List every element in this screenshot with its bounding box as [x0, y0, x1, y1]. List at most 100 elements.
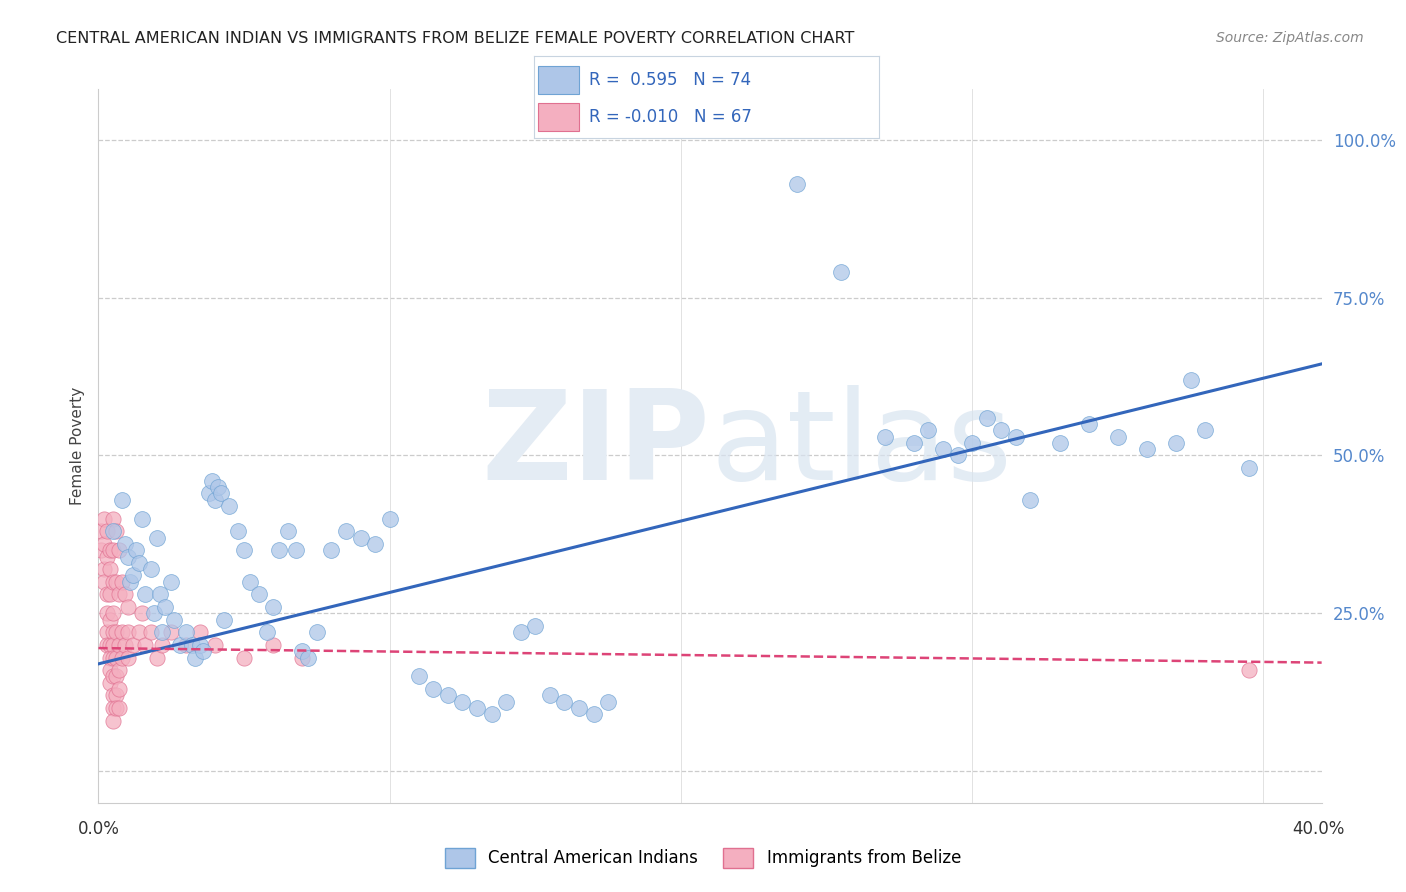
Point: [239, 574, 262, 589]
Point: [233, 650, 256, 665]
Point: [495, 695, 517, 709]
Point: [96, 625, 118, 640]
Point: [218, 499, 240, 513]
Point: [946, 449, 969, 463]
Point: [180, 638, 202, 652]
Point: [128, 556, 150, 570]
Point: [101, 607, 124, 621]
Point: [101, 524, 124, 539]
Point: [96, 607, 118, 621]
Text: atlas: atlas: [710, 385, 1012, 507]
Point: [212, 613, 235, 627]
Point: [437, 689, 460, 703]
Point: [1164, 435, 1187, 450]
Text: R = -0.010   N = 67: R = -0.010 N = 67: [589, 108, 752, 126]
Point: [101, 650, 124, 665]
Point: [93, 562, 115, 576]
Point: [285, 543, 308, 558]
Point: [976, 410, 998, 425]
Point: [145, 531, 167, 545]
Point: [96, 587, 118, 601]
Point: [1237, 663, 1260, 677]
Point: [193, 644, 215, 658]
Point: [96, 549, 118, 564]
Point: [1077, 417, 1099, 431]
Point: [422, 682, 444, 697]
Point: [101, 625, 124, 640]
Point: [93, 537, 115, 551]
Point: [582, 707, 605, 722]
Point: [101, 638, 124, 652]
Point: [108, 638, 131, 652]
Point: [98, 587, 121, 601]
Text: CENTRAL AMERICAN INDIAN VS IMMIGRANTS FROM BELIZE FEMALE POVERTY CORRELATION CHA: CENTRAL AMERICAN INDIAN VS IMMIGRANTS FR…: [56, 31, 855, 46]
Point: [152, 638, 174, 652]
Y-axis label: Female Poverty: Female Poverty: [70, 387, 86, 505]
Point: [297, 650, 319, 665]
Point: [96, 524, 118, 539]
Point: [111, 650, 134, 665]
Point: [122, 568, 145, 582]
Point: [256, 625, 278, 640]
Point: [321, 543, 343, 558]
Point: [93, 511, 115, 525]
Point: [101, 669, 124, 683]
Point: [145, 650, 167, 665]
Point: [108, 543, 131, 558]
Point: [142, 607, 165, 621]
Point: [335, 524, 357, 539]
Point: [903, 435, 925, 450]
Point: [538, 689, 561, 703]
Point: [98, 638, 121, 652]
Point: [104, 689, 127, 703]
Point: [408, 669, 430, 683]
Point: [155, 600, 177, 615]
Point: [1237, 461, 1260, 475]
Point: [117, 549, 139, 564]
Point: [873, 429, 896, 443]
Point: [1049, 435, 1071, 450]
Point: [90, 524, 112, 539]
Point: [101, 689, 124, 703]
Point: [134, 587, 156, 601]
Point: [108, 682, 131, 697]
Point: [111, 574, 134, 589]
Text: R =  0.595   N = 74: R = 0.595 N = 74: [589, 71, 752, 89]
Point: [101, 701, 124, 715]
Point: [509, 625, 531, 640]
Point: [207, 480, 229, 494]
Point: [104, 650, 127, 665]
Point: [1004, 429, 1026, 443]
Point: [364, 537, 387, 551]
Point: [108, 587, 131, 601]
Point: [90, 543, 112, 558]
Point: [104, 701, 127, 715]
Point: [114, 537, 136, 551]
Point: [553, 695, 575, 709]
Text: Source: ZipAtlas.com: Source: ZipAtlas.com: [1216, 31, 1364, 45]
Point: [98, 675, 121, 690]
Point: [990, 423, 1012, 437]
Point: [101, 511, 124, 525]
Point: [128, 625, 150, 640]
Point: [204, 492, 226, 507]
Point: [101, 574, 124, 589]
Point: [125, 543, 148, 558]
Point: [134, 638, 156, 652]
Point: [98, 562, 121, 576]
Point: [1019, 492, 1042, 507]
Point: [163, 613, 186, 627]
Point: [209, 486, 232, 500]
Point: [131, 607, 153, 621]
Point: [596, 695, 619, 709]
Point: [98, 613, 121, 627]
Point: [233, 543, 256, 558]
Point: [226, 524, 249, 539]
Point: [830, 265, 852, 279]
Point: [108, 701, 131, 715]
Point: [247, 587, 270, 601]
Point: [267, 543, 290, 558]
Point: [160, 574, 183, 589]
Point: [101, 714, 124, 728]
Point: [139, 625, 162, 640]
